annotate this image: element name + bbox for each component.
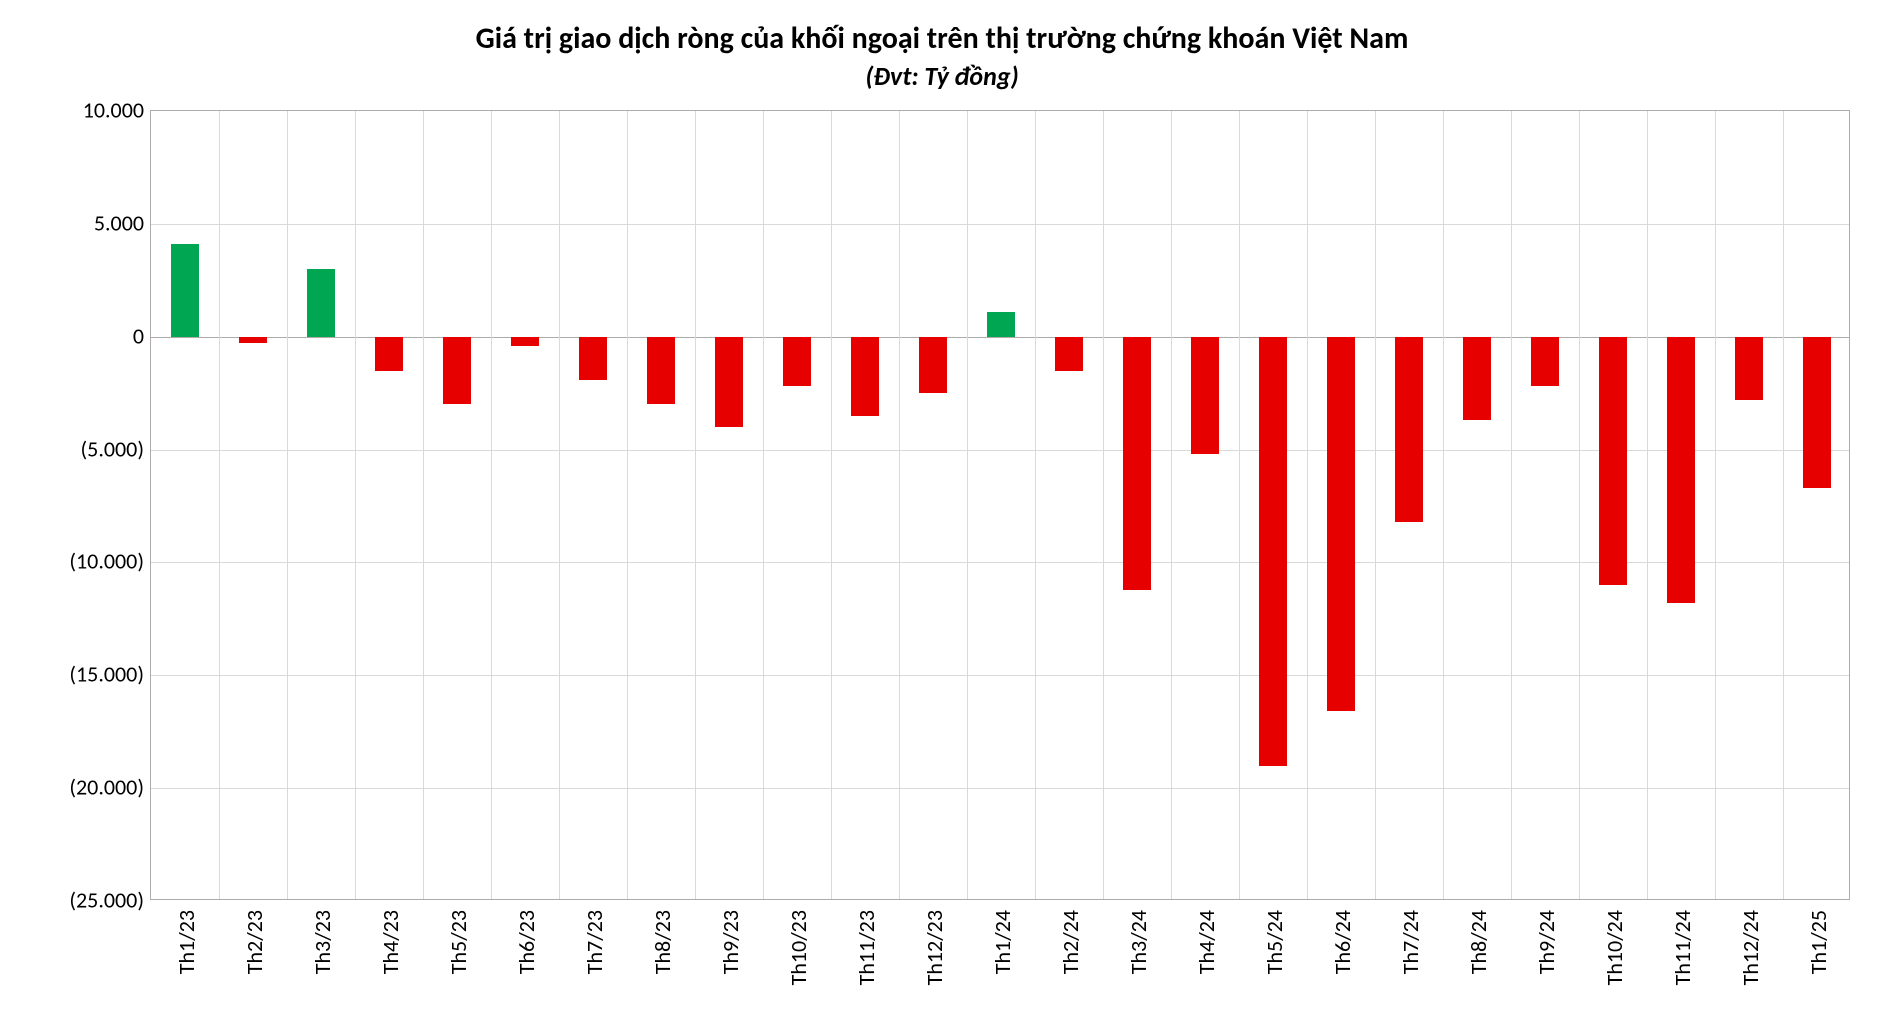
gridline	[151, 450, 1849, 451]
category-divider	[1239, 111, 1240, 899]
bar	[511, 337, 540, 346]
category-divider	[763, 111, 764, 899]
y-axis-label: (10.000)	[4, 548, 144, 575]
category-divider	[491, 111, 492, 899]
bar	[1599, 337, 1628, 585]
category-divider	[423, 111, 424, 899]
bar	[443, 337, 472, 405]
category-divider	[1647, 111, 1648, 899]
category-divider	[627, 111, 628, 899]
bar	[1327, 337, 1356, 712]
category-divider	[1171, 111, 1172, 899]
category-divider	[1103, 111, 1104, 899]
gridline	[151, 675, 1849, 676]
plot-area	[150, 110, 1850, 900]
category-divider	[1511, 111, 1512, 899]
bar	[307, 269, 336, 337]
y-axis-label: (5.000)	[4, 435, 144, 462]
category-divider	[1783, 111, 1784, 899]
category-divider	[1307, 111, 1308, 899]
bar	[171, 244, 200, 337]
category-divider	[1035, 111, 1036, 899]
category-divider	[559, 111, 560, 899]
category-divider	[1375, 111, 1376, 899]
bar	[375, 337, 404, 371]
bar	[1191, 337, 1220, 454]
bar	[647, 337, 676, 405]
y-axis-label: 5.000	[4, 209, 144, 236]
bar	[919, 337, 948, 393]
bar	[239, 337, 268, 344]
category-divider	[219, 111, 220, 899]
gridline	[151, 562, 1849, 563]
bar	[1735, 337, 1764, 400]
y-axis-label: (20.000)	[4, 774, 144, 801]
bar	[1803, 337, 1832, 488]
category-divider	[967, 111, 968, 899]
chart-title: Giá trị giao dịch ròng của khối ngoại tr…	[0, 20, 1884, 57]
bar	[1055, 337, 1084, 371]
gridline	[151, 337, 1849, 338]
bar	[1667, 337, 1696, 603]
category-divider	[1579, 111, 1580, 899]
x-axis-label: Th1/25	[1805, 910, 1884, 974]
category-divider	[355, 111, 356, 899]
y-axis-label: 0	[4, 322, 144, 349]
category-divider	[899, 111, 900, 899]
bar	[715, 337, 744, 427]
category-divider	[831, 111, 832, 899]
gridline	[151, 224, 1849, 225]
bar	[987, 312, 1016, 337]
bar	[851, 337, 880, 416]
bar	[1395, 337, 1424, 522]
chart-subtitle: (Đvt: Tỷ đồng)	[0, 60, 1884, 92]
y-axis-label: (25.000)	[4, 887, 144, 914]
category-divider	[1715, 111, 1716, 899]
bar	[783, 337, 812, 387]
bar	[1463, 337, 1492, 421]
category-divider	[287, 111, 288, 899]
chart-container: Giá trị giao dịch ròng của khối ngoại tr…	[0, 0, 1884, 1014]
y-axis-label: (15.000)	[4, 661, 144, 688]
category-divider	[695, 111, 696, 899]
bar	[1259, 337, 1288, 766]
category-divider	[1443, 111, 1444, 899]
gridline	[151, 788, 1849, 789]
y-axis-label: 10.000	[4, 97, 144, 124]
bar	[1531, 337, 1560, 387]
bar	[579, 337, 608, 380]
bar	[1123, 337, 1152, 590]
